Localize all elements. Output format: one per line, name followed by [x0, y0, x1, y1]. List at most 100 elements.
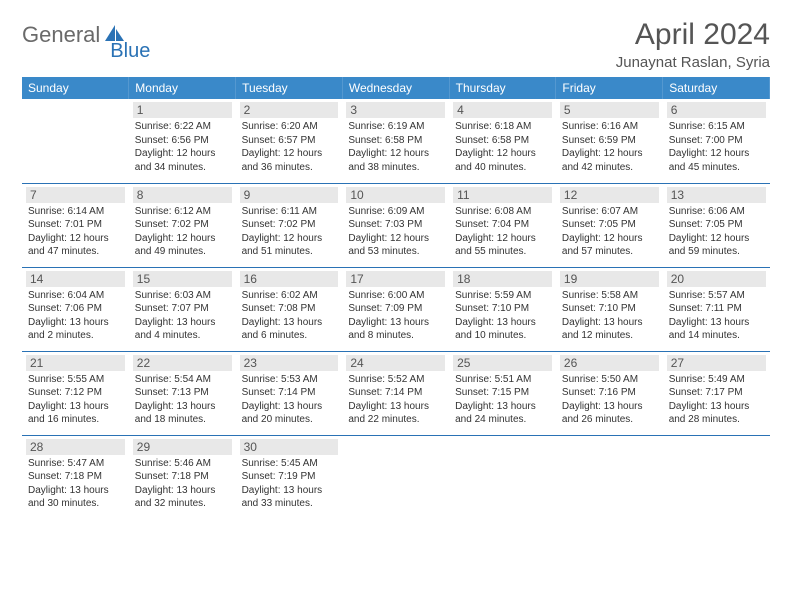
day-number: 10 [346, 187, 445, 203]
day-details: Sunrise: 5:52 AMSunset: 7:14 PMDaylight:… [346, 373, 445, 427]
day-details: Sunrise: 6:18 AMSunset: 6:58 PMDaylight:… [453, 120, 552, 174]
day-number: 4 [453, 102, 552, 118]
calendar-cell: 6 Sunrise: 6:15 AMSunset: 7:00 PMDaylight… [663, 99, 770, 183]
day-number: 12 [560, 187, 659, 203]
weekday-header: Thursday [449, 77, 556, 99]
calendar-table: SundayMondayTuesdayWednesdayThursdayFrid… [22, 77, 770, 519]
day-details: Sunrise: 6:12 AMSunset: 7:02 PMDaylight:… [133, 205, 232, 259]
calendar-body: 1 Sunrise: 6:22 AMSunset: 6:56 PMDaylight… [22, 99, 770, 519]
calendar-cell: 5 Sunrise: 6:16 AMSunset: 6:59 PMDaylight… [556, 99, 663, 183]
weekday-header: Saturday [663, 77, 770, 99]
page-title: April 2024 [616, 18, 770, 52]
day-details: Sunrise: 5:53 AMSunset: 7:14 PMDaylight:… [240, 373, 339, 427]
calendar-cell: 14 Sunrise: 6:04 AMSunset: 7:06 PMDayligh… [22, 267, 129, 351]
calendar-cell [342, 435, 449, 519]
day-number: 9 [240, 187, 339, 203]
day-details: Sunrise: 5:55 AMSunset: 7:12 PMDaylight:… [26, 373, 125, 427]
day-number: 1 [133, 102, 232, 118]
brand-text-2: Blue [110, 40, 150, 63]
day-number: 28 [26, 439, 125, 455]
weekday-header: Monday [129, 77, 236, 99]
day-details: Sunrise: 6:04 AMSunset: 7:06 PMDaylight:… [26, 289, 125, 343]
day-number: 13 [667, 187, 766, 203]
day-details: Sunrise: 6:06 AMSunset: 7:05 PMDaylight:… [667, 205, 766, 259]
day-details: Sunrise: 5:50 AMSunset: 7:16 PMDaylight:… [560, 373, 659, 427]
location-label: Junaynat Raslan, Syria [616, 54, 770, 71]
weekday-header: Sunday [22, 77, 129, 99]
calendar-cell: 4 Sunrise: 6:18 AMSunset: 6:58 PMDaylight… [449, 99, 556, 183]
day-details: Sunrise: 6:20 AMSunset: 6:57 PMDaylight:… [240, 120, 339, 174]
calendar-cell: 1 Sunrise: 6:22 AMSunset: 6:56 PMDaylight… [129, 99, 236, 183]
calendar-cell: 28 Sunrise: 5:47 AMSunset: 7:18 PMDayligh… [22, 435, 129, 519]
day-details: Sunrise: 5:57 AMSunset: 7:11 PMDaylight:… [667, 289, 766, 343]
day-details: Sunrise: 6:19 AMSunset: 6:58 PMDaylight:… [346, 120, 445, 174]
calendar-cell [663, 435, 770, 519]
day-details: Sunrise: 5:59 AMSunset: 7:10 PMDaylight:… [453, 289, 552, 343]
brand-logo: General Blue [22, 22, 168, 48]
calendar-cell: 26 Sunrise: 5:50 AMSunset: 7:16 PMDayligh… [556, 351, 663, 435]
calendar-cell: 3Sunrise: 6:19 AMSunset: 6:58 PMDaylight… [342, 99, 449, 183]
day-number: 5 [560, 102, 659, 118]
day-details: Sunrise: 6:22 AMSunset: 6:56 PMDaylight:… [133, 120, 232, 174]
day-number: 17 [346, 271, 445, 287]
calendar-cell [556, 435, 663, 519]
title-block: April 2024 Junaynat Raslan, Syria [616, 18, 770, 71]
weekday-header: Wednesday [342, 77, 449, 99]
calendar-cell: 17Sunrise: 6:00 AMSunset: 7:09 PMDayligh… [342, 267, 449, 351]
calendar-cell: 10 Sunrise: 6:09 AMSunset: 7:03 PMDayligh… [342, 183, 449, 267]
day-number: 20 [667, 271, 766, 287]
day-number: 24 [346, 355, 445, 371]
day-details: Sunrise: 6:16 AMSunset: 6:59 PMDaylight:… [560, 120, 659, 174]
day-number: 29 [133, 439, 232, 455]
day-details: Sunrise: 5:58 AMSunset: 7:10 PMDaylight:… [560, 289, 659, 343]
day-details: Sunrise: 5:45 AMSunset: 7:19 PMDaylight:… [240, 457, 339, 511]
weekday-header: Friday [556, 77, 663, 99]
weekday-header: Tuesday [236, 77, 343, 99]
calendar-cell: 25Sunrise: 5:51 AMSunset: 7:15 PMDayligh… [449, 351, 556, 435]
calendar-cell: 8 Sunrise: 6:12 AMSunset: 7:02 PMDaylight… [129, 183, 236, 267]
day-number: 26 [560, 355, 659, 371]
calendar-cell: 18 Sunrise: 5:59 AMSunset: 7:10 PMDayligh… [449, 267, 556, 351]
day-number: 6 [667, 102, 766, 118]
day-details: Sunrise: 5:54 AMSunset: 7:13 PMDaylight:… [133, 373, 232, 427]
day-number: 27 [667, 355, 766, 371]
calendar-cell: 9 Sunrise: 6:11 AMSunset: 7:02 PMDaylight… [236, 183, 343, 267]
calendar-cell: 20 Sunrise: 5:57 AMSunset: 7:11 PMDayligh… [663, 267, 770, 351]
day-number: 2 [240, 102, 339, 118]
day-details: Sunrise: 5:46 AMSunset: 7:18 PMDaylight:… [133, 457, 232, 511]
calendar-cell: 30 Sunrise: 5:45 AMSunset: 7:19 PMDayligh… [236, 435, 343, 519]
day-number: 21 [26, 355, 125, 371]
day-details: Sunrise: 5:47 AMSunset: 7:18 PMDaylight:… [26, 457, 125, 511]
day-details: Sunrise: 6:15 AMSunset: 7:00 PMDaylight:… [667, 120, 766, 174]
calendar-cell: 22 Sunrise: 5:54 AMSunset: 7:13 PMDayligh… [129, 351, 236, 435]
day-number: 15 [133, 271, 232, 287]
calendar-cell: 15 Sunrise: 6:03 AMSunset: 7:07 PMDayligh… [129, 267, 236, 351]
day-number: 16 [240, 271, 339, 287]
day-details: Sunrise: 5:49 AMSunset: 7:17 PMDaylight:… [667, 373, 766, 427]
calendar-cell: 2 Sunrise: 6:20 AMSunset: 6:57 PMDaylight… [236, 99, 343, 183]
day-number: 14 [26, 271, 125, 287]
day-number: 19 [560, 271, 659, 287]
day-details: Sunrise: 6:11 AMSunset: 7:02 PMDaylight:… [240, 205, 339, 259]
day-number: 22 [133, 355, 232, 371]
day-details: Sunrise: 6:14 AMSunset: 7:01 PMDaylight:… [26, 205, 125, 259]
day-details: Sunrise: 6:09 AMSunset: 7:03 PMDaylight:… [346, 205, 445, 259]
day-details: Sunrise: 6:08 AMSunset: 7:04 PMDaylight:… [453, 205, 552, 259]
day-details: Sunrise: 6:02 AMSunset: 7:08 PMDaylight:… [240, 289, 339, 343]
calendar-cell: 21 Sunrise: 5:55 AMSunset: 7:12 PMDayligh… [22, 351, 129, 435]
calendar-cell: 13 Sunrise: 6:06 AMSunset: 7:05 PMDayligh… [663, 183, 770, 267]
calendar-cell [22, 99, 129, 183]
calendar-cell: 11Sunrise: 6:08 AMSunset: 7:04 PMDayligh… [449, 183, 556, 267]
day-number: 18 [453, 271, 552, 287]
calendar-cell: 12 Sunrise: 6:07 AMSunset: 7:05 PMDayligh… [556, 183, 663, 267]
calendar-header-row: SundayMondayTuesdayWednesdayThursdayFrid… [22, 77, 770, 99]
day-number: 8 [133, 187, 232, 203]
day-details: Sunrise: 6:07 AMSunset: 7:05 PMDaylight:… [560, 205, 659, 259]
calendar-cell [449, 435, 556, 519]
day-details: Sunrise: 5:51 AMSunset: 7:15 PMDaylight:… [453, 373, 552, 427]
day-details: Sunrise: 6:03 AMSunset: 7:07 PMDaylight:… [133, 289, 232, 343]
day-number: 7 [26, 187, 125, 203]
day-number: 30 [240, 439, 339, 455]
header: General Blue April 2024 Junaynat Raslan,… [22, 18, 770, 71]
calendar-cell: 27 Sunrise: 5:49 AMSunset: 7:17 PMDayligh… [663, 351, 770, 435]
